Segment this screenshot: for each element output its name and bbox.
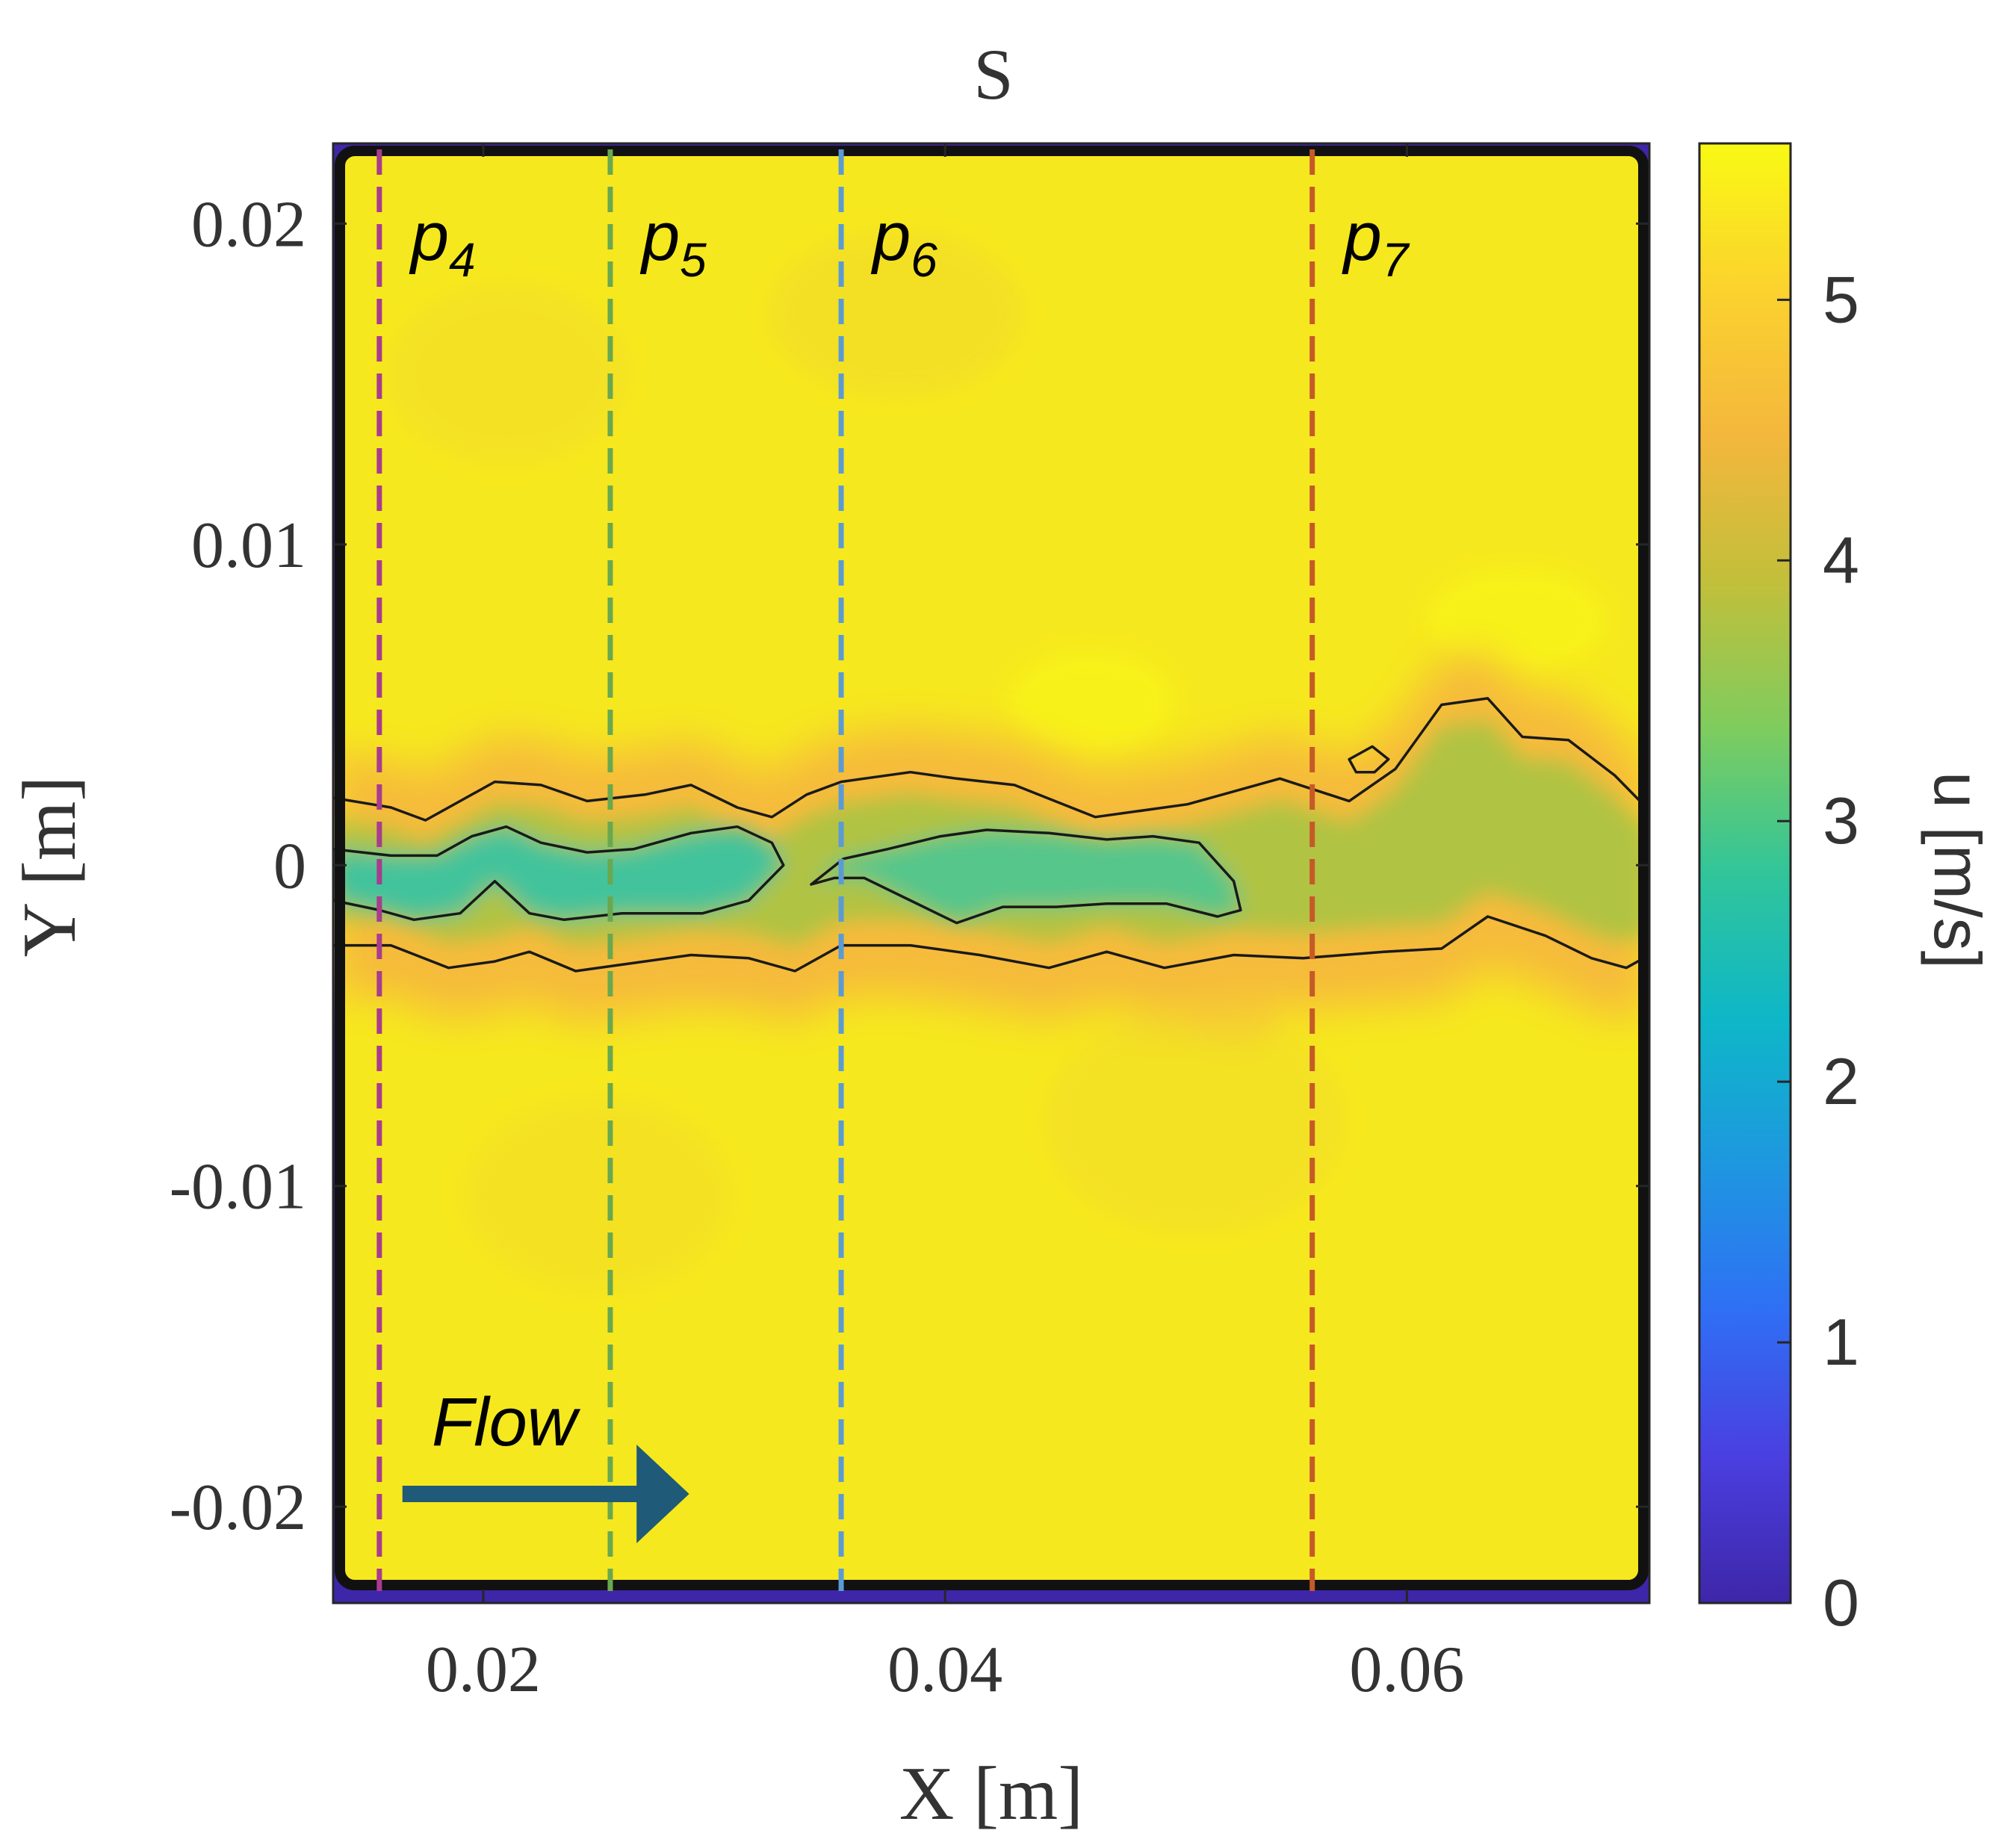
colorbar-tick-label: 4: [1823, 523, 1859, 597]
colorbar-tick-label: 5: [1823, 262, 1859, 336]
chart-title: S: [973, 34, 1013, 114]
colorbar-tick-label: 3: [1823, 784, 1859, 858]
x-tick-label: 0.04: [887, 1634, 1002, 1706]
colorbar-tick-label: 0: [1823, 1566, 1859, 1640]
probe-labels: p4 p5 p6 p7: [409, 199, 1410, 287]
probe-label-p5: p5: [639, 199, 707, 287]
contour-lines: [333, 697, 1649, 973]
contour-outer-lower: [333, 915, 1649, 973]
colorbar-label: u [m/s]: [1921, 772, 1990, 969]
x-tick-label: 0.06: [1349, 1634, 1464, 1706]
probe-label-p6: p6: [870, 199, 937, 287]
contour-island: [1348, 745, 1390, 774]
x-tick-label: 0.02: [426, 1634, 541, 1706]
colorbar: 0 1 2 3 4 5 u [m/s]: [1698, 142, 1990, 1640]
y-tick-label: 0: [273, 830, 306, 902]
colorbar-border: [1698, 142, 1792, 1604]
wake-low-velocity-1: [333, 826, 784, 920]
y-tick-label: 0.02: [191, 188, 306, 261]
wake-low-velocity-2: [810, 830, 1241, 923]
flow-label: Flow: [432, 1384, 581, 1460]
wake-core: [333, 721, 1649, 946]
axes-box: [332, 142, 1651, 1604]
contour-outer-upper: [333, 697, 1649, 822]
probe-lines: [376, 149, 1315, 1591]
x-ticks: 0.02 0.04 0.06: [426, 143, 1464, 1706]
plot-area: 0.02 0.04 0.06 0.020.010-0.01-0.02 p4 p5 p6 p…: [170, 142, 1651, 1706]
field-frame: [335, 146, 1649, 1590]
y-axis-label: Y [m]: [7, 776, 92, 958]
y-tick-label: 0.01: [191, 509, 306, 582]
y-tick-label: -0.02: [170, 1472, 306, 1544]
probe-label-p4: p4: [409, 199, 476, 287]
colorbar-fill: [1699, 143, 1791, 1603]
contour-inner-1: [333, 825, 785, 922]
colorbar-tick-label: 1: [1823, 1305, 1859, 1379]
probe-label-p7: p7: [1342, 199, 1410, 287]
y-tick-label: -0.01: [170, 1151, 306, 1224]
colorbar-tick-label: 2: [1823, 1044, 1859, 1118]
x-axis-label: X [m]: [899, 1752, 1083, 1836]
colorbar-ticks: 0 1 2 3 4 5: [1777, 262, 1859, 1640]
contour-inner-2: [810, 828, 1242, 925]
y-ticks: 0.02 0.01 0 -0.01 -0.02: [170, 188, 1649, 1544]
